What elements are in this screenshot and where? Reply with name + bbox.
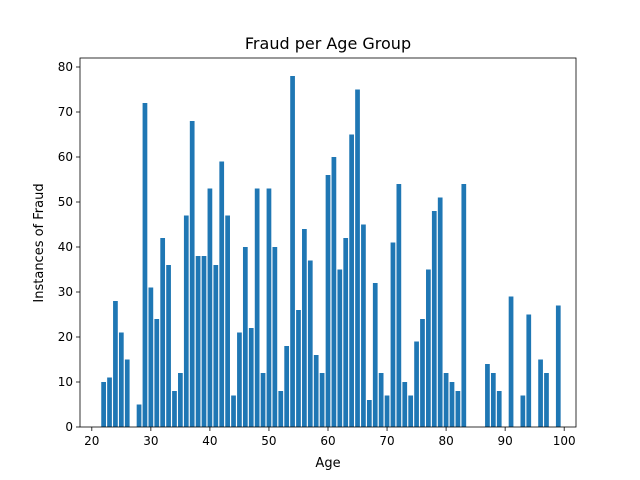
bar-age-65: [355, 89, 360, 427]
bar-age-31: [154, 319, 160, 427]
bar-age-96: [538, 359, 543, 427]
bar-age-68: [372, 283, 378, 427]
bar-age-23: [107, 377, 112, 427]
bar-age-54: [290, 76, 295, 427]
bar-age-26: [124, 359, 130, 427]
x-tick-label: 60: [320, 434, 335, 448]
bar-age-79: [437, 197, 443, 427]
y-tick-label: 30: [58, 285, 73, 299]
y-axis-ticks: 0 10 20 30 40 50 60 70 80: [58, 60, 80, 434]
x-tick-label: 20: [84, 434, 99, 448]
bar-age-74: [408, 395, 414, 427]
bar-age-34: [172, 391, 177, 427]
y-tick-label: 0: [65, 420, 73, 434]
x-tick-label: 80: [438, 434, 453, 448]
bar-age-38: [195, 256, 201, 427]
bar-age-47: [248, 328, 254, 427]
bar-age-69: [378, 373, 384, 427]
bar-age-97: [544, 373, 549, 427]
x-tick-label: 70: [379, 434, 394, 448]
bar-age-83: [461, 184, 467, 427]
y-tick-label: 40: [58, 240, 73, 254]
bar-age-30: [148, 287, 154, 427]
x-axis-ticks: 20 30 40 50 60 70 80 90 100: [84, 427, 576, 448]
bar-age-88: [490, 373, 496, 427]
bar-age-58: [313, 355, 319, 427]
bar-age-81: [449, 382, 455, 427]
bar-age-78: [431, 211, 437, 427]
bar-age-60: [325, 175, 331, 427]
bar-age-59: [319, 373, 325, 427]
y-axis-label: Instances of Fraud: [32, 183, 47, 302]
bar-age-99: [555, 305, 561, 427]
bar-age-45: [237, 332, 242, 427]
bar-age-48: [254, 188, 260, 427]
y-tick-label: 10: [58, 375, 73, 389]
bar-age-53: [284, 346, 290, 427]
bar-age-64: [349, 134, 354, 427]
bar-age-46: [242, 247, 248, 427]
bar-age-66: [361, 224, 366, 427]
bar-age-76: [420, 319, 425, 427]
y-tick-label: 20: [58, 330, 73, 344]
bar-age-87: [485, 364, 490, 427]
bar-age-40: [207, 188, 213, 427]
bar-age-73: [402, 382, 408, 427]
x-tick-label: 50: [261, 434, 276, 448]
bar-age-77: [426, 269, 431, 427]
bar-age-93: [520, 395, 526, 427]
bar-age-24: [113, 301, 118, 427]
bar-age-44: [231, 395, 236, 427]
bar-age-57: [307, 260, 313, 427]
bar-age-51: [272, 247, 278, 427]
bar-age-32: [160, 238, 166, 427]
y-tick-label: 80: [58, 60, 73, 74]
y-tick-label: 60: [58, 150, 73, 164]
y-tick-label: 50: [58, 195, 73, 209]
bar-age-55: [296, 310, 301, 427]
bar-age-41: [213, 265, 219, 427]
bar-age-33: [166, 265, 171, 427]
chart-title: Fraud per Age Group: [245, 34, 411, 53]
bar-age-35: [178, 373, 183, 427]
x-axis-label: Age: [315, 456, 340, 471]
bar-age-25: [118, 332, 124, 427]
bar-age-42: [219, 161, 225, 427]
bar-age-63: [343, 238, 349, 427]
bar-age-49: [260, 373, 266, 427]
bar-age-28: [136, 404, 142, 427]
bar-age-36: [183, 215, 189, 427]
bar-age-82: [455, 391, 461, 427]
x-tick-label: 40: [202, 434, 217, 448]
bar-age-94: [526, 314, 532, 427]
bar-age-52: [278, 391, 284, 427]
bar-age-75: [414, 341, 419, 427]
bar-age-67: [366, 400, 372, 427]
bar-age-80: [443, 373, 449, 427]
y-tick-label: 70: [58, 105, 73, 119]
bar-age-72: [396, 184, 402, 427]
bar-age-71: [390, 242, 396, 427]
bar-age-22: [101, 382, 106, 427]
bar-age-62: [337, 269, 343, 427]
bar-age-39: [201, 256, 207, 427]
bar-age-70: [384, 395, 390, 427]
bar-age-37: [189, 121, 195, 427]
bar-age-43: [225, 215, 230, 427]
x-tick-label: 100: [553, 434, 576, 448]
bar-age-61: [331, 157, 337, 427]
bars-group: [101, 76, 561, 427]
bar-age-56: [302, 229, 307, 427]
bar-age-91: [508, 296, 514, 427]
bar-age-50: [266, 188, 272, 427]
bar-age-89: [496, 391, 502, 427]
x-tick-label: 90: [498, 434, 513, 448]
bar-age-29: [142, 103, 148, 427]
x-tick-label: 30: [143, 434, 158, 448]
